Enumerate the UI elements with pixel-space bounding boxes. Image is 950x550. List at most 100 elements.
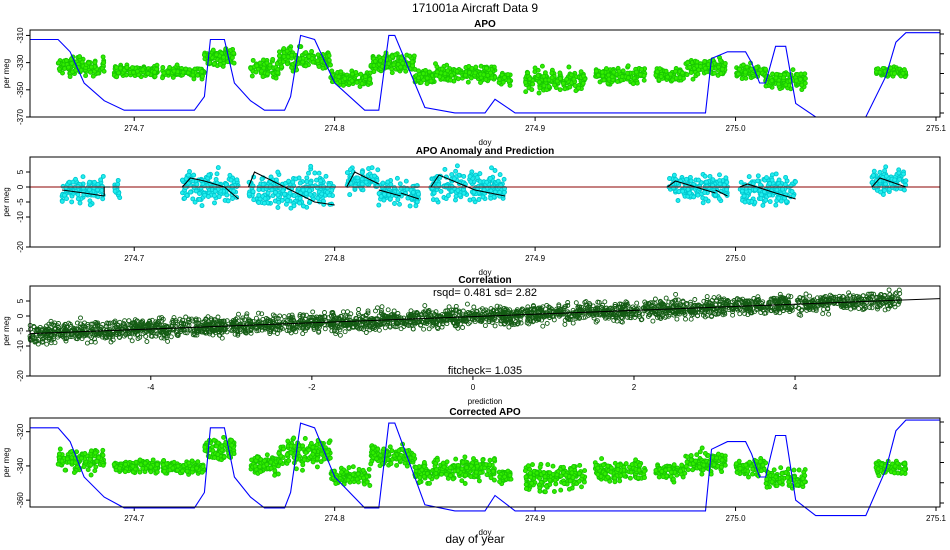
data-point [264, 60, 270, 66]
y-tick-label: -330 [16, 54, 25, 71]
data-point [134, 68, 140, 74]
data-point [188, 189, 193, 195]
data-point [541, 83, 547, 89]
data-point [250, 189, 256, 195]
data-point [199, 73, 205, 79]
data-point [557, 70, 563, 76]
data-point [414, 199, 420, 205]
data-point [372, 173, 377, 179]
data-point [692, 297, 698, 302]
data-point [77, 54, 83, 60]
data-point [595, 72, 601, 78]
data-point [593, 68, 599, 74]
data-point [434, 197, 440, 203]
data-point [63, 58, 69, 63]
data-point [871, 168, 877, 174]
data-point [199, 203, 205, 209]
data-point [210, 47, 216, 53]
data-point [421, 326, 427, 332]
data-point [77, 200, 83, 206]
data-point [394, 175, 400, 181]
data-point [903, 178, 909, 184]
data-point [308, 163, 314, 169]
data-point [363, 179, 369, 185]
data-point [99, 188, 105, 193]
x-tick-label: 274.8 [325, 124, 346, 133]
data-point [261, 200, 267, 206]
data-point [505, 72, 511, 78]
data-point [397, 181, 403, 187]
data-point [455, 76, 461, 82]
data-point [892, 177, 898, 183]
data-point [291, 203, 297, 209]
data-point [250, 57, 256, 63]
data-point [616, 68, 622, 74]
data-point [359, 169, 365, 175]
data-point [195, 72, 201, 78]
data-point [385, 179, 391, 185]
data-point [793, 179, 798, 185]
data-point [763, 197, 769, 203]
data-point [215, 165, 221, 171]
data-point [446, 304, 452, 310]
data-point [59, 198, 65, 204]
data-point [160, 65, 166, 70]
data-point [484, 179, 490, 185]
data-point [326, 182, 332, 188]
data-point [773, 171, 779, 177]
data-point [601, 77, 607, 83]
data-point [375, 167, 381, 173]
data-point [892, 71, 897, 77]
data-point [279, 197, 285, 203]
data-point [381, 197, 387, 203]
data-point [650, 318, 656, 324]
data-point [227, 172, 233, 178]
data-point [560, 80, 566, 86]
data-point [100, 173, 106, 179]
data-point [564, 76, 570, 82]
data-point [716, 64, 721, 70]
data-point [625, 63, 631, 69]
data-point [182, 195, 188, 201]
data-point [314, 185, 320, 191]
data-point [783, 82, 789, 88]
data-point [457, 192, 463, 198]
data-point [790, 67, 796, 73]
data-point [567, 84, 573, 90]
data-point [190, 72, 196, 78]
data-point [75, 183, 81, 189]
data-point [165, 69, 171, 75]
x-tick-label: 275.0 [726, 124, 747, 133]
data-point [90, 73, 96, 79]
data-point [318, 178, 323, 184]
data-point [566, 64, 572, 70]
data-point [115, 177, 121, 183]
data-point [391, 62, 397, 68]
data-point [216, 194, 222, 200]
x-tick-label: 2 [632, 383, 637, 392]
observed-points [55, 44, 909, 96]
data-point [717, 172, 722, 178]
data-point [297, 180, 303, 186]
y-tick-label: -5 [16, 327, 25, 335]
data-point [191, 172, 197, 178]
data-point [69, 199, 75, 205]
data-point [404, 186, 410, 192]
data-point [259, 68, 264, 74]
data-point [265, 71, 270, 77]
data-point [206, 172, 212, 178]
data-point [307, 188, 312, 194]
data-point [171, 68, 177, 74]
data-point [684, 72, 690, 78]
data-point [870, 172, 876, 178]
data-point [764, 175, 769, 181]
data-point [478, 80, 483, 85]
data-point [91, 185, 97, 191]
data-point [671, 172, 677, 178]
data-point [303, 63, 309, 69]
data-point [253, 69, 259, 75]
data-point [300, 203, 306, 209]
data-point [372, 58, 378, 64]
data-point [501, 176, 507, 182]
